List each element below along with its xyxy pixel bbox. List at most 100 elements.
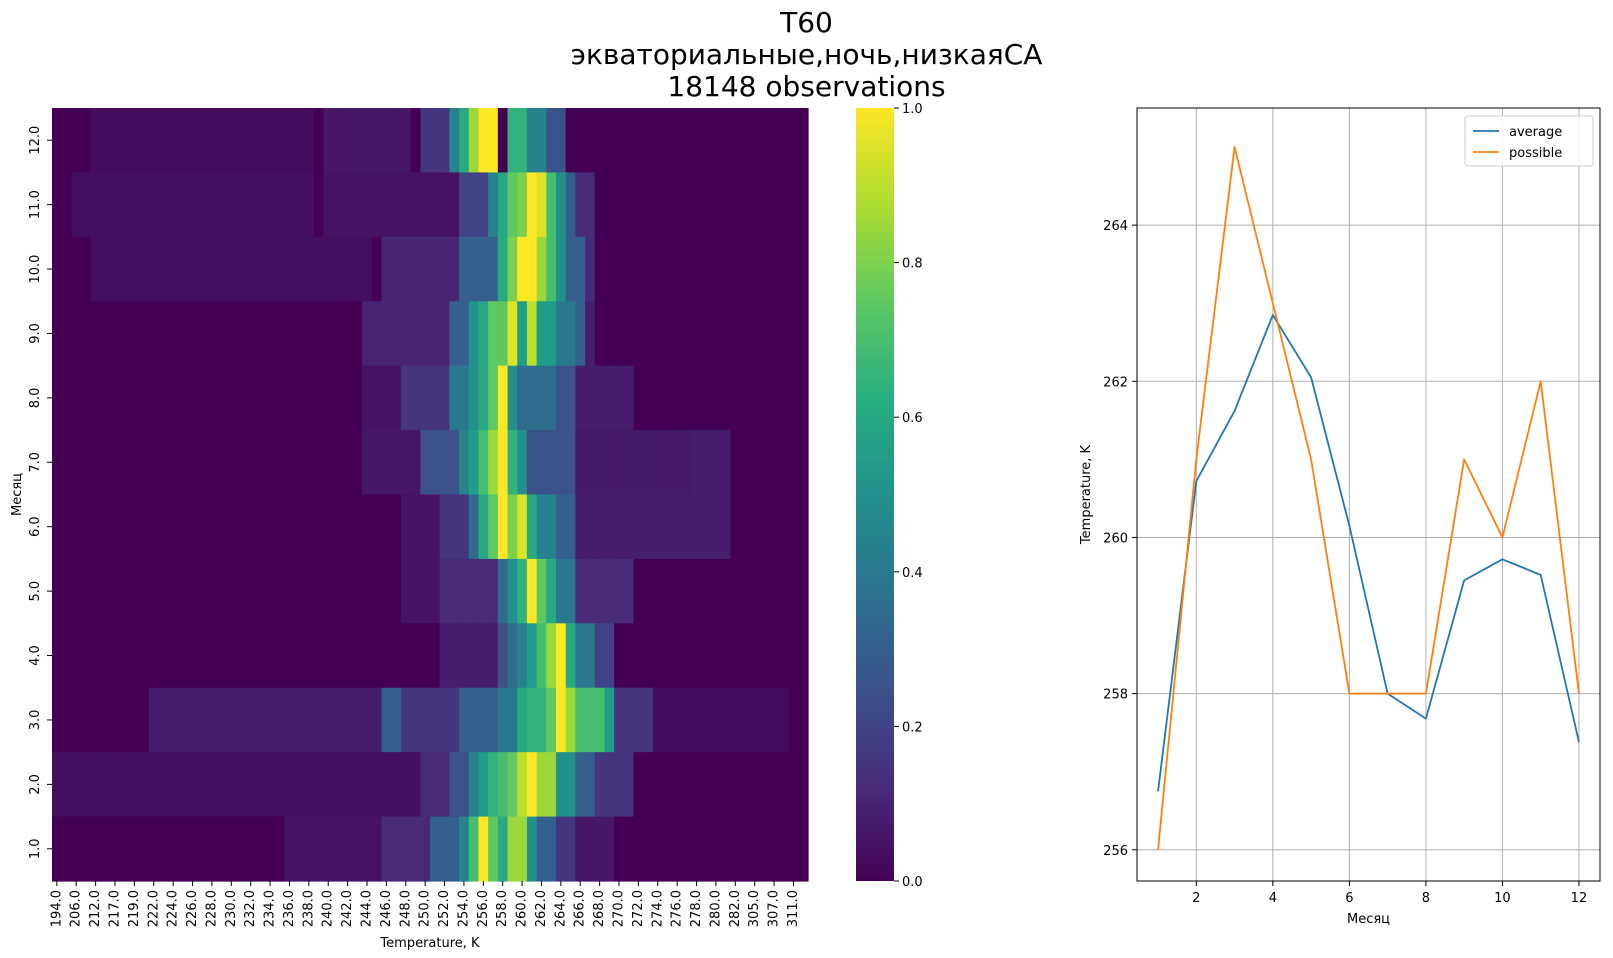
heatmap-cell [623,365,635,431]
heatmap-cell [381,365,392,431]
heatmap-cell [381,752,392,818]
heatmap-cell [420,687,431,753]
heatmap-cell [439,623,450,689]
heatmap-cell [740,236,751,302]
heatmap-cell [459,108,470,174]
heatmap-cell [294,430,305,496]
heatmap-cell [52,816,63,882]
heatmap-cell [207,623,218,689]
heatmap-cell [468,236,480,302]
heatmap-cell [313,108,324,174]
heatmap-cell [323,172,334,238]
heatmap-cell [711,172,722,238]
heatmap-cell [517,687,528,753]
heatmap-cell [497,301,509,367]
heatmap-cell [546,236,557,302]
heatmap-cell [711,108,722,174]
heatmap-cell [759,236,770,302]
heatmap-cell [410,558,421,624]
heatmap-cell [691,365,702,431]
heatmap-cell [420,301,431,367]
heatmap-cell [449,236,460,302]
heatmap-cell [158,108,169,174]
heatmap-cell [749,236,761,302]
heatmap-cell [391,172,402,238]
heatmap-cell [90,816,102,882]
heatmap-cell [439,752,450,818]
heatmap-cell [439,108,450,174]
heatmap-cell [759,430,770,496]
heatmap-cell [168,623,179,689]
heatmap-cell [711,365,722,431]
heatmap-cell [769,430,780,496]
heatmap-cell [226,172,237,238]
heatmap-cell [769,236,780,302]
heatmap-cell [459,172,470,238]
heatmap-cell [333,365,344,431]
heatmap-cell [478,172,489,238]
heatmap-cell [400,301,412,367]
heatmap-cell [236,236,247,302]
heatmap-cell [730,430,741,496]
heatmap-cell [400,236,412,302]
heatmap-cell [410,108,421,174]
heatmap-cell [643,752,654,818]
heatmap-cell [313,236,324,302]
heatmap-cell [556,558,567,624]
heatmap-cell [546,558,557,624]
heatmap-cell [546,623,557,689]
heatmap-cell [61,430,72,496]
heatmap-cell [139,752,150,818]
heatmap-cell [216,687,228,753]
heatmap-cell [488,301,499,367]
heatmap-cell [652,623,664,689]
heatmap-cell [623,236,635,302]
heatmap-cell [575,172,586,238]
heatmap-cell [682,236,693,302]
heatmap-cell [71,108,82,174]
heatmap-cell [274,494,286,560]
heatmap-cell [449,752,460,818]
heatmap-cell [430,172,441,238]
heatmap-cell [652,108,664,174]
heatmap-cell [178,108,189,174]
heatmap-x-tick-label: 262.0 [534,890,549,927]
heatmap-cell [245,236,257,302]
heatmap-cell [129,301,140,367]
heatmap-cell [604,108,615,174]
heatmap-cell [391,494,402,560]
heatmap-cell [245,108,257,174]
line-x-tick-label: 12 [1571,891,1588,906]
heatmap-cell [488,752,499,818]
heatmap-cell [691,236,702,302]
heatmap-cell [110,558,121,624]
heatmap-cell [546,752,557,818]
heatmap-cell [662,816,673,882]
heatmap-cell [90,752,102,818]
heatmap-cell [400,752,412,818]
heatmap-cell [168,816,179,882]
heatmap-cell [682,816,693,882]
heatmap-cell [536,172,547,238]
heatmap-cell [430,816,441,882]
heatmap-cell [546,687,557,753]
line-series-average [1157,314,1580,792]
heatmap-cell [536,430,547,496]
heatmap-cell [371,301,383,367]
heatmap-y-tick-label: 8.0 [28,388,43,409]
heatmap-cell [178,558,189,624]
heatmap-cell [391,236,402,302]
heatmap-cell [178,494,189,560]
heatmap-y-tick-label: 3.0 [28,710,43,731]
heatmap-cell [61,108,72,174]
heatmap-cell [187,816,198,882]
heatmap-cell [633,430,644,496]
heatmap-cell [594,623,606,689]
heatmap-x-tick-label: 252.0 [437,890,452,927]
heatmap-cell [623,172,635,238]
heatmap-cell [488,108,499,174]
heatmap-cell [139,236,150,302]
heatmap-cell [720,236,732,302]
heatmap-cell [546,301,557,367]
heatmap-cell [778,558,790,624]
